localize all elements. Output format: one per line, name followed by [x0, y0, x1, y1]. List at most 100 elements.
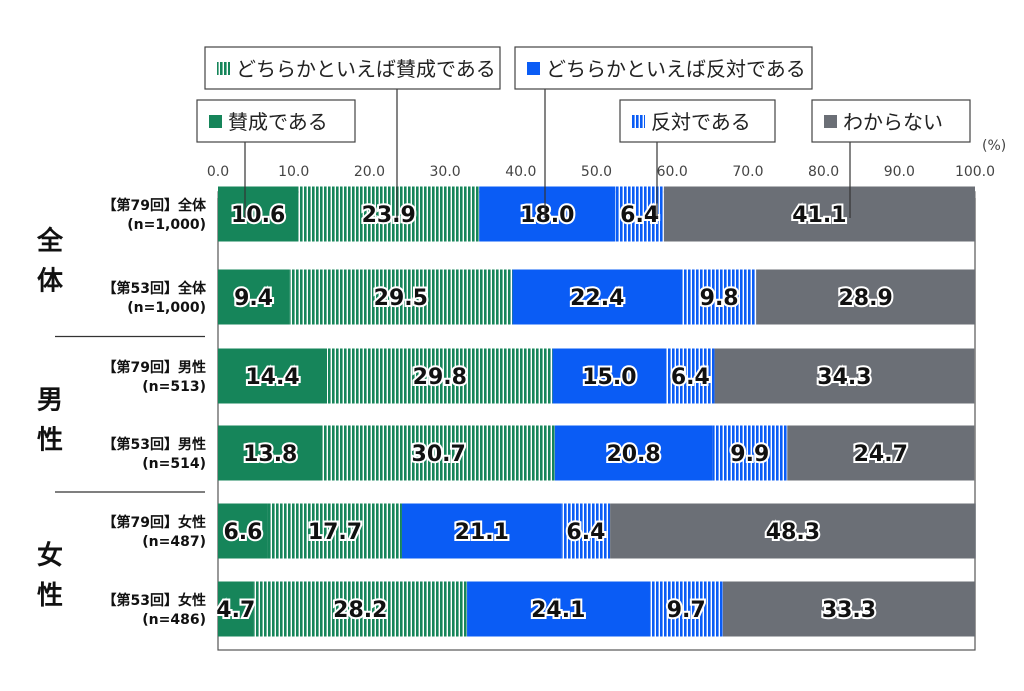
data-label: 29.8	[413, 365, 467, 390]
bar-segment	[467, 581, 650, 637]
legend-box	[196, 99, 356, 143]
data-label: 41.1	[792, 203, 846, 228]
legend-box	[514, 46, 813, 90]
bar-segment	[649, 581, 723, 637]
legend-box	[204, 46, 501, 90]
x-tick-label: 10.0	[278, 164, 309, 180]
legend-box	[619, 99, 776, 143]
x-tick-label: 20.0	[354, 164, 385, 180]
bar-segment	[298, 186, 480, 242]
data-label: 10.6	[231, 203, 285, 228]
data-label: 6.4	[566, 520, 605, 545]
data-label: 4.7	[216, 598, 255, 623]
data-label: 22.4	[570, 286, 624, 311]
legend-item: どちらかといえば賛成である	[204, 46, 501, 218]
legend-label: どちらかといえば反対である	[546, 57, 806, 81]
legend-label: どちらかといえば賛成である	[236, 57, 496, 81]
bar-segment	[722, 581, 975, 637]
data-label: 23.9	[362, 203, 416, 228]
x-tick-label: 90.0	[884, 164, 915, 180]
legend-item: どちらかといえば反対である	[514, 46, 813, 218]
row-sample-size: (n=514)	[142, 456, 206, 472]
bar-segment	[218, 269, 290, 325]
bar-segment	[218, 425, 323, 481]
x-tick-label: 0.0	[207, 164, 229, 180]
data-label: 28.9	[838, 286, 892, 311]
bar-segment	[554, 425, 713, 481]
bar-segment	[712, 425, 788, 481]
bar-segment	[218, 348, 328, 404]
bar-segment	[253, 581, 468, 637]
row-sample-size: (n=486)	[142, 612, 206, 628]
data-label: 48.3	[766, 520, 820, 545]
row-label: 【第53回】女性	[103, 592, 206, 609]
bar-segment	[327, 348, 553, 404]
data-label: 15.0	[582, 365, 636, 390]
data-label: 9.4	[234, 286, 273, 311]
data-label: 9.7	[667, 598, 706, 623]
row-label: 【第53回】全体	[103, 280, 207, 297]
bar-segment	[512, 269, 683, 325]
legend-item: 反対である	[619, 99, 776, 218]
legend-label: わからない	[843, 110, 943, 134]
x-tick-label: 40.0	[505, 164, 536, 180]
legend-item: わからない	[811, 99, 971, 218]
row-label: 【第79回】男性	[103, 359, 206, 376]
group-label: 女性	[37, 540, 63, 611]
legend-item: 賛成である	[196, 99, 356, 218]
data-label: 34.3	[817, 365, 871, 390]
legend-swatch	[217, 62, 230, 75]
data-label: 6.4	[620, 203, 659, 228]
bar-segment	[666, 348, 715, 404]
row-sample-size: (n=1,000)	[127, 217, 206, 233]
legend-swatch	[527, 62, 540, 75]
data-label: 9.9	[730, 442, 769, 467]
data-label: 30.7	[412, 442, 466, 467]
data-label: 28.2	[333, 598, 387, 623]
data-label: 17.7	[308, 520, 362, 545]
data-label: 24.7	[854, 442, 908, 467]
plot-frame	[217, 191, 976, 651]
bar-segment	[322, 425, 555, 481]
bar-segment	[552, 348, 667, 404]
data-label: 6.4	[671, 365, 710, 390]
data-label: 21.1	[455, 520, 509, 545]
bar-segment	[610, 503, 976, 559]
data-label: 20.8	[606, 442, 660, 467]
row-sample-size: (n=487)	[142, 534, 206, 550]
bar-segment	[714, 348, 975, 404]
bar-segment	[756, 269, 975, 325]
bar-segment	[615, 186, 664, 242]
data-label: 29.5	[374, 286, 428, 311]
row-sample-size: (n=1,000)	[127, 300, 206, 316]
x-tick-label: 70.0	[732, 164, 763, 180]
bar-segment	[401, 503, 562, 559]
legend-box	[811, 99, 971, 143]
data-label: 24.1	[531, 598, 585, 623]
legend-swatch	[632, 115, 645, 128]
row-label: 【第53回】男性	[103, 436, 206, 453]
bar-segment	[787, 425, 975, 481]
bar-segment	[561, 503, 611, 559]
bar-segment	[289, 269, 513, 325]
legend-swatch	[209, 115, 222, 128]
data-label: 18.0	[520, 203, 574, 228]
x-tick-label: 50.0	[581, 164, 612, 180]
row-sample-size: (n=513)	[142, 379, 206, 395]
data-label: 33.3	[822, 598, 876, 623]
unit-label: (%)	[982, 138, 1006, 154]
legend-label: 賛成である	[228, 110, 328, 134]
data-label: 14.4	[245, 365, 299, 390]
bar-segment	[682, 269, 757, 325]
bar-segment	[267, 503, 402, 559]
legend-label: 反対である	[651, 110, 751, 134]
row-label: 【第79回】全体	[103, 197, 207, 214]
bar-segment	[218, 581, 254, 637]
bar-segment	[218, 503, 268, 559]
x-tick-label: 80.0	[808, 164, 839, 180]
x-tick-label: 30.0	[430, 164, 461, 180]
bar-segment	[663, 186, 975, 242]
data-label: 9.8	[700, 286, 739, 311]
data-label: 6.6	[223, 520, 262, 545]
